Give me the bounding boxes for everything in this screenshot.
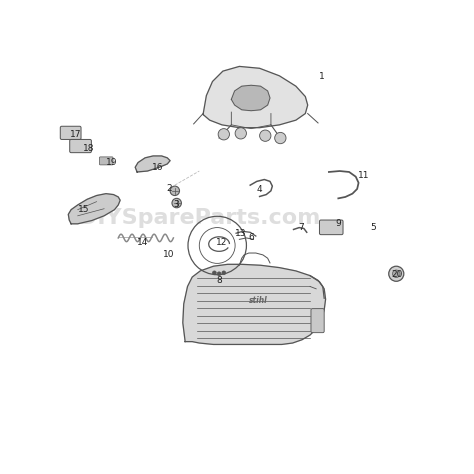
Text: 19: 19	[106, 158, 118, 167]
FancyBboxPatch shape	[60, 126, 81, 139]
Text: 20: 20	[392, 270, 403, 279]
Circle shape	[260, 130, 271, 141]
Text: 4: 4	[257, 185, 263, 194]
Text: DIYSpareParts.com: DIYSpareParts.com	[79, 208, 320, 228]
Circle shape	[217, 272, 221, 276]
FancyBboxPatch shape	[311, 309, 324, 333]
Circle shape	[235, 128, 246, 139]
Text: 1: 1	[319, 72, 325, 81]
Text: 10: 10	[164, 250, 175, 259]
Text: 17: 17	[70, 130, 82, 139]
Text: 7: 7	[298, 223, 303, 232]
Polygon shape	[231, 85, 270, 111]
Polygon shape	[183, 264, 326, 345]
Text: 13: 13	[235, 229, 246, 238]
FancyBboxPatch shape	[319, 220, 343, 235]
Circle shape	[212, 271, 216, 275]
Polygon shape	[135, 156, 170, 172]
Circle shape	[218, 128, 229, 140]
Polygon shape	[203, 66, 308, 128]
Circle shape	[170, 186, 180, 196]
FancyBboxPatch shape	[70, 139, 91, 153]
Text: 11: 11	[357, 171, 369, 180]
Text: 10857066 5: 10857066 5	[449, 395, 454, 425]
Text: 9: 9	[336, 219, 341, 228]
Text: 3: 3	[173, 200, 179, 209]
Text: 14: 14	[137, 238, 148, 247]
FancyBboxPatch shape	[100, 157, 113, 165]
Text: 18: 18	[83, 144, 94, 153]
Text: 2: 2	[166, 184, 172, 193]
Circle shape	[222, 271, 226, 275]
Text: 12: 12	[216, 238, 228, 247]
Text: 6: 6	[248, 233, 254, 242]
Circle shape	[389, 266, 404, 281]
Circle shape	[275, 132, 286, 144]
Polygon shape	[68, 194, 120, 224]
Text: 15: 15	[78, 205, 90, 214]
Circle shape	[172, 198, 182, 208]
Text: 16: 16	[152, 163, 164, 172]
Text: stihl: stihl	[249, 296, 268, 305]
Circle shape	[392, 270, 400, 277]
Text: 8: 8	[216, 276, 222, 285]
Text: 5: 5	[371, 223, 376, 232]
